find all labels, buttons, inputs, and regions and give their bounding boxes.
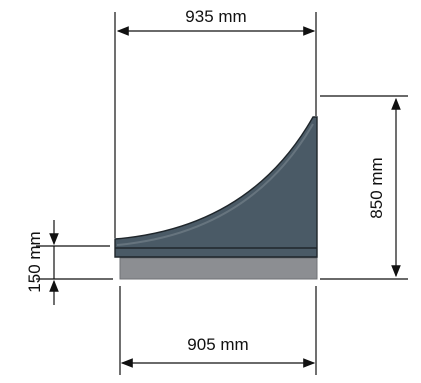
- base-height-label: 150 mm: [25, 231, 44, 292]
- ramp-illustration: [115, 117, 317, 279]
- overall-height-label: 850 mm: [367, 157, 386, 218]
- ramp-body: [115, 117, 317, 257]
- dimension-bottom-width: 905 mm: [122, 335, 314, 363]
- bottom-width-label: 905 mm: [187, 335, 248, 354]
- ramp-base: [120, 258, 317, 279]
- extension-lines: [36, 12, 408, 375]
- dimension-base-height: 150 mm: [25, 220, 54, 305]
- top-width-label: 935 mm: [185, 7, 246, 26]
- dimension-overall-height: 850 mm: [367, 99, 396, 276]
- dimension-top-width: 935 mm: [118, 7, 314, 31]
